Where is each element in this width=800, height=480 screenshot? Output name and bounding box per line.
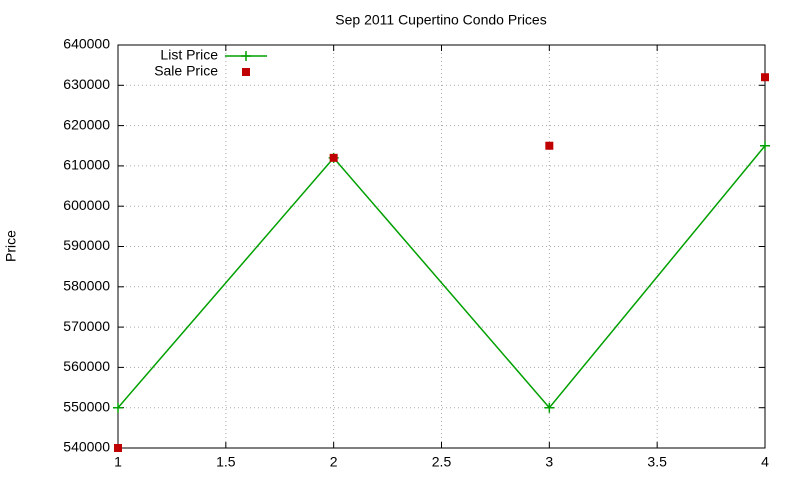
y-tick-label: 540000 (63, 439, 110, 455)
x-tick-label: 3.5 (647, 454, 667, 470)
y-tick-label: 570000 (63, 318, 110, 334)
y-tick-label: 620000 (63, 116, 110, 132)
y-tick-label: 550000 (63, 398, 110, 414)
legend-label: Sale Price (154, 63, 218, 79)
x-tick-label: 1 (114, 454, 122, 470)
y-tick-label: 580000 (63, 278, 110, 294)
y-tick-label: 560000 (63, 358, 110, 374)
point-marker (544, 402, 555, 413)
point-marker (761, 73, 769, 82)
plot-border (117, 44, 766, 449)
y-tick-label: 600000 (63, 197, 110, 213)
y-tick-label: 610000 (63, 157, 110, 173)
x-tick-label: 2 (330, 454, 338, 470)
y-tick-label: 640000 (63, 36, 110, 52)
point-marker (114, 444, 122, 452)
point-marker (545, 141, 554, 150)
y-axis-label: Price (3, 230, 19, 262)
y-tick-label: 590000 (63, 237, 110, 253)
y-tick-label: 630000 (63, 76, 110, 92)
legend-label: List Price (160, 47, 218, 63)
point-marker (329, 153, 338, 162)
x-tick-label: 2.5 (432, 454, 452, 470)
x-tick-label: 3 (545, 454, 553, 470)
point-marker (113, 402, 123, 413)
data-line (117, 145, 766, 409)
legend-swatch (241, 51, 251, 61)
point-marker (760, 140, 770, 151)
chart-title: Sep 2011 Cupertino Condo Prices (335, 12, 546, 28)
x-tick-label: 1.5 (216, 454, 236, 470)
legend-swatch (242, 68, 250, 76)
x-tick-label: 4 (761, 454, 769, 470)
